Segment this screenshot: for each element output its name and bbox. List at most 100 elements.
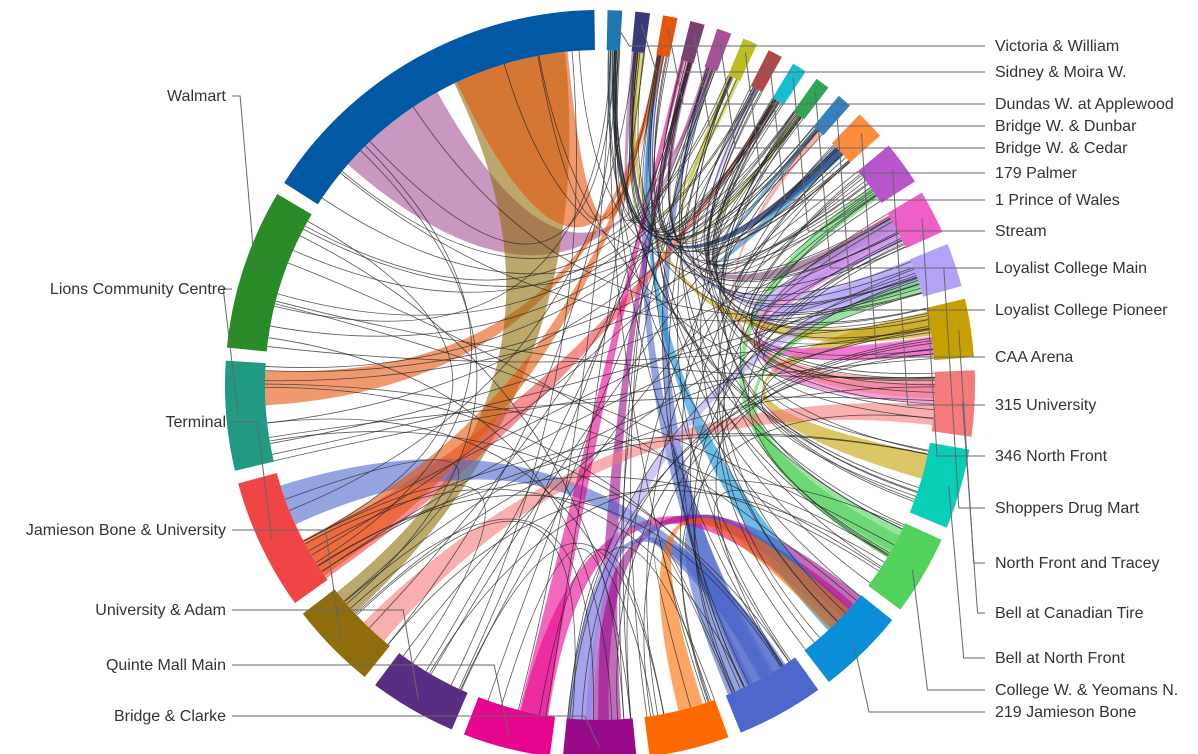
label-219-jamieson-bone: 219 Jamieson Bone — [995, 704, 1137, 721]
chord-link — [303, 116, 801, 287]
node-arcs — [225, 10, 976, 754]
arc-north-front-and-tracey[interactable] — [926, 298, 974, 361]
label-bridge-w-dunbar: Bridge W. & Dunbar — [995, 118, 1137, 135]
chord-link — [707, 91, 927, 325]
chord-link — [341, 75, 729, 259]
chord-link — [627, 52, 690, 222]
arc-219-jamieson-bone[interactable] — [804, 594, 893, 683]
chord-link — [272, 283, 920, 455]
label-jamieson-bone-university: Jamieson Bone & University — [26, 522, 226, 539]
chord-link — [355, 386, 935, 615]
label-north-front-and-tracey: North Front and Tracey — [995, 555, 1160, 572]
arc-1-prince-of-wales[interactable] — [750, 50, 782, 93]
arc-loyalist-college-pioneer[interactable] — [813, 95, 850, 136]
arc-quinte-mall-main[interactable] — [463, 697, 556, 754]
label-sidney-moira-w: Sidney & Moira W. — [995, 64, 1127, 81]
chord-ribbon — [347, 67, 713, 256]
chord-link — [723, 160, 850, 614]
chord-link — [460, 177, 864, 691]
chord-link — [268, 337, 613, 720]
chord-link — [289, 51, 635, 511]
arc-bridge-clarke[interactable] — [563, 718, 637, 754]
chord-link — [762, 292, 929, 451]
arc-stream[interactable] — [772, 63, 806, 105]
chord-link — [387, 50, 620, 645]
chord-link — [700, 98, 838, 622]
chord-link — [460, 542, 665, 714]
chord-link — [694, 342, 933, 693]
arc-node-28[interactable] — [284, 10, 595, 205]
chord-link — [538, 55, 935, 411]
chord-link — [356, 521, 576, 719]
arc-loyalist-college-main[interactable] — [793, 78, 829, 120]
chord-link — [714, 100, 928, 329]
arc-shoppers-drug-mart[interactable] — [910, 243, 962, 297]
chord-link — [717, 173, 861, 643]
chord-link — [651, 57, 806, 650]
chord-link — [501, 548, 625, 720]
chord-ribbon — [629, 51, 843, 249]
chord-link — [287, 262, 857, 601]
chord-link — [751, 200, 931, 345]
arc-bridge-w-dunbar[interactable] — [680, 21, 705, 64]
arc-jamieson-bone-university[interactable] — [302, 589, 390, 678]
chord-link — [569, 353, 934, 719]
chord-link — [708, 104, 866, 268]
chord-link — [581, 337, 932, 720]
chord-link — [679, 67, 905, 526]
chord-link — [304, 76, 732, 281]
chord-link — [755, 221, 935, 382]
leader-line — [640, 24, 985, 73]
arc-node-20[interactable] — [644, 699, 729, 754]
arc-dundas-w-at-applewood[interactable] — [656, 15, 678, 58]
arc-walmart[interactable] — [226, 194, 312, 352]
arc-lions-community-centre[interactable] — [225, 360, 274, 471]
chord-ribbon — [336, 51, 570, 614]
chord-link — [681, 414, 934, 703]
chord-link — [317, 494, 782, 668]
arc-bridge-w-cedar[interactable] — [704, 28, 732, 72]
chord-link — [689, 153, 843, 688]
chord-link — [503, 63, 849, 254]
chord-link — [763, 283, 935, 379]
arc-college-w-yeomans-n[interactable] — [868, 523, 942, 610]
chord-link — [679, 239, 903, 702]
chord-link — [723, 113, 935, 393]
label-bridge-clarke: Bridge & Clarke — [114, 708, 226, 725]
arc-179-palmer[interactable] — [728, 38, 757, 81]
chord-ribbon — [569, 267, 919, 720]
arc-node-19[interactable] — [725, 657, 819, 733]
chord-link — [578, 50, 899, 281]
chord-link — [637, 52, 890, 274]
chord-link — [346, 150, 478, 605]
arc-university-adam[interactable] — [375, 653, 468, 730]
chord-link — [265, 184, 869, 382]
arc-victoria-william[interactable] — [606, 10, 623, 51]
chord-link — [304, 488, 745, 688]
chord-link — [265, 102, 781, 368]
arc-terminal[interactable] — [238, 472, 328, 604]
chord-link — [387, 489, 885, 645]
arc-bell-at-north-front[interactable] — [909, 442, 970, 528]
label-college-w-yeomans-n: College W. & Yeomans N. — [995, 682, 1178, 699]
chord-link — [657, 60, 796, 237]
chord-link — [754, 213, 934, 419]
chord-link — [626, 130, 819, 719]
chord-link — [692, 76, 915, 503]
chord-link — [429, 479, 904, 674]
chord-link — [629, 51, 782, 233]
chord-link — [274, 303, 895, 546]
chord-link — [350, 518, 594, 720]
leader-line — [744, 52, 985, 174]
arc-sidney-moira-w[interactable] — [631, 11, 651, 53]
arc-346-north-front[interactable] — [887, 192, 943, 249]
chord-ribbon — [751, 278, 922, 552]
chord-link — [518, 50, 611, 711]
leader-line — [948, 485, 985, 659]
label-terminal: Terminal — [166, 414, 226, 431]
chord-link — [614, 50, 814, 240]
label-loyalist-college-main: Loyalist College Main — [995, 260, 1147, 277]
arc-315-university[interactable] — [857, 145, 915, 204]
leader-line — [860, 133, 985, 358]
